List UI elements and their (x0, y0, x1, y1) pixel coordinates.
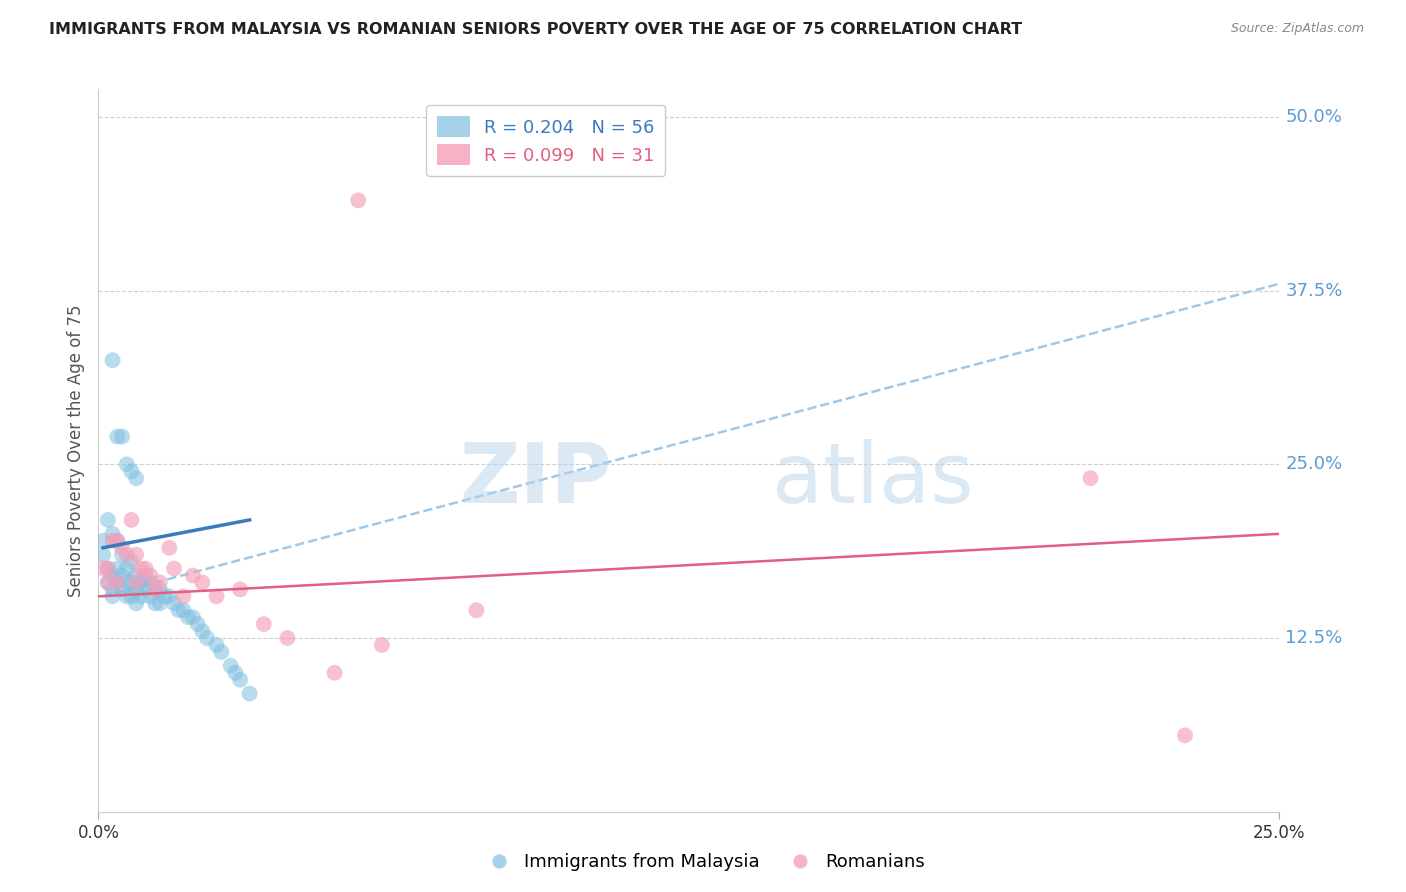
Point (135, 561, 157, 575)
Point (149, 596, 172, 610)
Point (125, 568, 148, 582)
Point (153, 590, 176, 604)
Point (177, 610, 200, 624)
Point (229, 582, 252, 597)
Point (172, 603, 194, 617)
Point (465, 603, 488, 617)
Point (139, 575, 162, 590)
Point (125, 575, 148, 590)
Point (205, 590, 228, 604)
Point (143, 582, 166, 597)
Point (105, 575, 128, 590)
Point (163, 561, 186, 575)
Text: 12.5%: 12.5% (1285, 629, 1343, 647)
Point (224, 665, 246, 680)
Point (101, 582, 124, 597)
Point (111, 568, 134, 582)
Point (253, 617, 276, 632)
Point (125, 596, 148, 610)
Y-axis label: Seniors Poverty Over the Age of 75: Seniors Poverty Over the Age of 75 (66, 304, 84, 597)
Point (115, 590, 138, 604)
Point (191, 624, 214, 639)
Point (111, 429, 134, 443)
Text: 37.5%: 37.5% (1285, 282, 1343, 300)
Point (121, 590, 143, 604)
Point (129, 561, 152, 575)
Point (121, 555, 143, 569)
Point (97, 575, 120, 590)
Point (91, 561, 114, 575)
Point (105, 561, 128, 575)
Point (111, 541, 134, 555)
Point (101, 526, 124, 541)
Point (111, 548, 134, 562)
Point (347, 194, 370, 208)
Point (105, 429, 128, 443)
Text: IMMIGRANTS FROM MALAYSIA VS ROMANIAN SENIORS POVERTY OVER THE AGE OF 75 CORRELAT: IMMIGRANTS FROM MALAYSIA VS ROMANIAN SEN… (49, 22, 1022, 37)
Point (115, 548, 138, 562)
Point (125, 582, 148, 597)
Text: atlas: atlas (772, 439, 973, 520)
Point (143, 582, 166, 597)
Point (172, 590, 194, 604)
Point (157, 541, 180, 555)
Point (97, 575, 120, 590)
Point (209, 645, 232, 659)
Legend: R = 0.204   N = 56, R = 0.099   N = 31: R = 0.204 N = 56, R = 0.099 N = 31 (426, 105, 665, 176)
Point (191, 575, 214, 590)
Point (371, 638, 394, 652)
Point (121, 575, 143, 590)
Point (139, 590, 162, 604)
Legend: Immigrants from Malaysia, Romanians: Immigrants from Malaysia, Romanians (474, 847, 932, 879)
Point (276, 631, 298, 645)
Point (135, 582, 157, 597)
Point (111, 582, 134, 597)
Point (239, 687, 262, 701)
Point (163, 596, 186, 610)
Point (97, 561, 120, 575)
Point (1174, 728, 1197, 742)
Point (149, 575, 172, 590)
Point (135, 568, 157, 582)
Point (101, 533, 124, 548)
Point (125, 471, 148, 485)
Point (205, 638, 228, 652)
Point (219, 658, 242, 673)
Point (125, 548, 148, 562)
Point (91, 533, 114, 548)
Point (101, 590, 124, 604)
Point (105, 575, 128, 590)
Point (129, 590, 152, 604)
Point (167, 603, 190, 617)
Text: 50.0%: 50.0% (1285, 108, 1343, 126)
Point (97, 513, 120, 527)
Point (121, 464, 143, 478)
Point (115, 458, 138, 472)
Point (129, 575, 152, 590)
Point (1080, 471, 1102, 485)
Point (195, 631, 218, 645)
Point (187, 617, 209, 632)
Point (157, 590, 180, 604)
Point (121, 513, 143, 527)
Point (105, 533, 128, 548)
Point (181, 568, 204, 582)
Point (97, 561, 120, 575)
Point (101, 353, 124, 368)
Point (323, 665, 346, 680)
Point (149, 582, 172, 597)
Point (115, 575, 138, 590)
Text: 25.0%: 25.0% (1285, 455, 1343, 474)
Point (101, 568, 124, 582)
Point (105, 533, 128, 548)
Point (91, 548, 114, 562)
Point (143, 596, 166, 610)
Point (229, 673, 252, 687)
Point (115, 561, 138, 575)
Point (181, 610, 204, 624)
Point (139, 568, 162, 582)
Text: ZIP: ZIP (460, 439, 612, 520)
Text: Source: ZipAtlas.com: Source: ZipAtlas.com (1230, 22, 1364, 36)
